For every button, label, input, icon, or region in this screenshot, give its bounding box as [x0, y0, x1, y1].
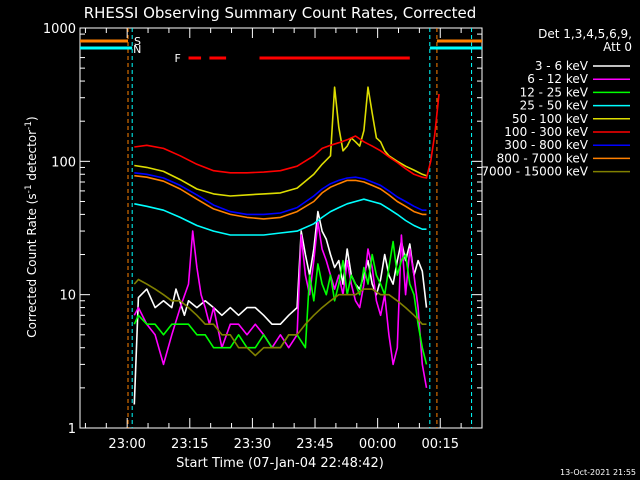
plot-area: 1 10 100 1000 23:00 23:15 23:30 23:45 00:00 00:15…	[43, 22, 483, 452]
x-tick-label: 00:00	[359, 437, 396, 452]
flag-label-n: N	[133, 43, 141, 56]
y-axis-label-sup1: -1	[24, 184, 34, 193]
series-line-1	[133, 221, 428, 389]
legend-label: 100 - 300 keV	[504, 125, 588, 139]
x-tick-label: 23:15	[171, 437, 208, 452]
y-tick-label: 10	[59, 289, 76, 304]
y-tick-label: 100	[51, 155, 76, 170]
y-tick-label: 1000	[43, 22, 76, 37]
y-axis-label-suffix: )	[25, 116, 39, 121]
y-tick-label: 1	[68, 422, 76, 437]
series-line-4	[134, 86, 427, 197]
series-line-7	[134, 174, 427, 220]
legend-label: 25 - 50 keV	[520, 99, 589, 113]
legend-label: 300 - 800 keV	[504, 138, 588, 152]
legend-label: 6 - 12 keV	[527, 72, 589, 86]
flag-label-s: S	[134, 35, 141, 48]
chart-title: RHESSI Observing Summary Count Rates, Co…	[84, 4, 477, 22]
x-tick-label: 23:00	[108, 437, 145, 452]
flag-label-f: F	[175, 52, 181, 65]
series-line-0	[133, 210, 428, 405]
legend-header-line1: Det 1,3,4,5,6,9,	[538, 27, 632, 41]
footer-date: 13-Oct-2021 21:55	[560, 468, 636, 477]
x-axis-label: Start Time (07-Jan-04 22:48:42)	[176, 456, 384, 471]
legend-header-line2: Att 0	[603, 40, 632, 54]
legend-label: 12 - 25 keV	[520, 85, 589, 99]
axis-frame	[79, 27, 483, 429]
legend-label: 50 - 100 keV	[512, 112, 589, 126]
y-axis-label-mid: detector	[25, 130, 39, 185]
x-tick-label: 23:30	[234, 437, 271, 452]
series-line-6	[134, 172, 427, 216]
y-axis-label: Corrected Count Rate (s-1 detector-1)	[24, 116, 39, 337]
series-line-3	[134, 198, 427, 236]
y-axis-label-sup2: -1	[24, 121, 34, 130]
series-line-2	[133, 240, 428, 365]
legend-label: 7000 - 15000 keV	[481, 165, 588, 179]
x-tick-label: 23:45	[296, 437, 333, 452]
y-axis-label-prefix: Corrected Count Rate (s	[25, 193, 39, 337]
x-tick-label: 00:15	[422, 437, 459, 452]
series-line-8	[133, 278, 427, 357]
legend-label: 3 - 6 keV	[535, 59, 589, 73]
legend-label: 800 - 7000 keV	[497, 151, 589, 165]
series-line-5	[134, 93, 440, 179]
